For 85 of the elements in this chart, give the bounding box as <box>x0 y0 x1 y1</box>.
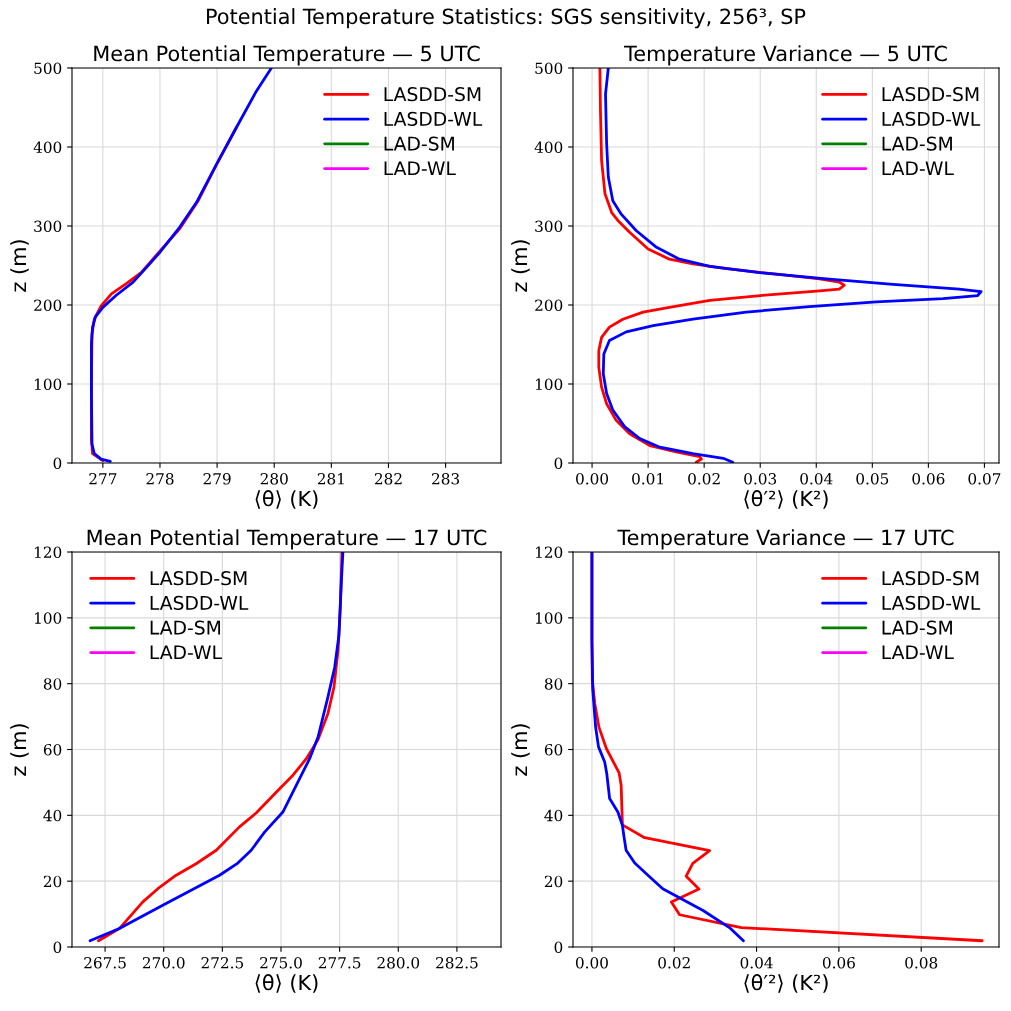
legend-label: LAD-SM <box>384 136 454 151</box>
y-tick-label: 200 <box>34 299 62 312</box>
x-tick-label: 0.02 <box>658 956 690 969</box>
y-tick-label: 60 <box>544 743 563 756</box>
chart-title: Temperature Variance — 17 UTC <box>617 529 954 550</box>
x-tick-label: 275.0 <box>260 956 302 969</box>
legend-label: LAD-WL <box>150 645 222 660</box>
x-tick-label: 277.5 <box>318 956 361 969</box>
x-tick-label: 0.06 <box>822 956 855 969</box>
y-axis-title: z (m) <box>511 724 530 776</box>
y-axis-title: z (m) <box>10 240 29 292</box>
x-tick-label: 0.02 <box>688 472 720 485</box>
line-series <box>90 68 273 463</box>
legend-label: LASDD-SM <box>150 571 247 586</box>
x-axis-title: ⟨θ⟩ (K) <box>255 974 318 993</box>
x-tick-label: 0.07 <box>968 472 1001 485</box>
y-tick-label: 100 <box>535 612 563 624</box>
y-tick-label: 500 <box>535 62 563 75</box>
legend-label: LAD-WL <box>384 161 456 176</box>
legend-label: LAD-SM <box>882 136 952 151</box>
y-tick-label: 80 <box>43 678 62 690</box>
y-tick-label: 0 <box>53 941 62 954</box>
line-series <box>590 552 745 943</box>
chart-title: Mean Potential Temperature — 5 UTC <box>94 45 480 66</box>
y-tick-label: 0 <box>554 457 563 470</box>
y-tick-label: 400 <box>33 141 62 154</box>
chart-title: Mean Potential Temperature — 17 UTC <box>87 529 487 550</box>
legend-label: LAD-WL <box>882 645 954 660</box>
y-tick-label: 40 <box>43 809 62 822</box>
x-tick-label: 282 <box>374 472 402 485</box>
y-tick-label: 0 <box>53 457 62 470</box>
y-tick-label: 20 <box>43 875 62 888</box>
y-tick-label: 80 <box>544 678 563 690</box>
x-tick-label: 279 <box>203 472 231 485</box>
y-tick-label: 100 <box>34 378 62 391</box>
x-tick-label: 280.0 <box>377 956 420 969</box>
x-tick-label: 0.01 <box>632 472 663 485</box>
y-tick-label: 0 <box>554 941 563 954</box>
legend-label: LASDD-SM <box>882 571 979 586</box>
x-axis-title: ⟨θ⟩ (K) <box>255 490 318 509</box>
x-tick-label: 0.04 <box>800 472 833 485</box>
y-tick-label: 20 <box>544 875 563 888</box>
y-tick-label: 500 <box>34 62 62 75</box>
legend-label: LASDD-WL <box>150 595 249 610</box>
x-tick-label: 267.5 <box>84 956 126 969</box>
x-tick-label: 0.06 <box>912 472 945 485</box>
x-tick-label: 270.0 <box>142 956 185 969</box>
x-tick-label: 0.04 <box>740 956 773 969</box>
x-tick-label: 282.5 <box>436 956 478 969</box>
x-tick-label: 277 <box>89 472 117 485</box>
legend-label: LAD-SM <box>882 620 952 635</box>
y-tick-label: 300 <box>34 220 62 233</box>
y-tick-label: 60 <box>43 743 62 756</box>
legend-label: LASDD-SM <box>882 87 979 102</box>
x-axis-title: ⟨θ′²⟩ (K²) <box>744 490 828 509</box>
x-tick-label: 0.03 <box>744 472 777 485</box>
x-tick-label: 0.00 <box>576 472 609 485</box>
x-tick-label: 0.05 <box>856 472 889 485</box>
x-tick-label: 280 <box>260 472 288 485</box>
legend-label: LAD-WL <box>882 161 954 176</box>
x-tick-label: 283 <box>432 472 460 485</box>
x-tick-label: 281 <box>317 472 344 485</box>
x-tick-label: 0.08 <box>905 956 938 969</box>
text: Potential Temperature Statistics: SGS sensitivity, 256³, SP <box>207 8 806 29</box>
y-tick-label: 100 <box>34 612 62 624</box>
legend-label: LASDD-SM <box>384 87 481 102</box>
y-tick-label: 40 <box>544 809 563 822</box>
y-tick-label: 300 <box>535 220 563 233</box>
x-axis-title: ⟨θ′²⟩ (K²) <box>744 974 828 993</box>
y-axis-title: z (m) <box>511 240 530 292</box>
y-axis-title: z (m) <box>10 724 29 776</box>
y-tick-label: 100 <box>535 378 563 391</box>
legend-label: LAD-SM <box>150 620 221 635</box>
y-tick-label: 120 <box>34 546 62 559</box>
y-tick-label: 120 <box>535 546 563 559</box>
line-series <box>601 68 983 463</box>
y-tick-label: 200 <box>535 299 563 312</box>
x-tick-label: 278 <box>146 472 174 485</box>
x-tick-label: 272.5 <box>201 956 244 969</box>
legend-label: LASDD-WL <box>882 111 981 126</box>
chart-title: Temperature Variance — 5 UTC <box>624 45 947 66</box>
y-tick-label: 400 <box>534 141 563 154</box>
legend-label: LASDD-WL <box>384 111 483 126</box>
legend-label: LASDD-WL <box>882 595 981 610</box>
x-tick-label: 0.00 <box>575 956 608 969</box>
